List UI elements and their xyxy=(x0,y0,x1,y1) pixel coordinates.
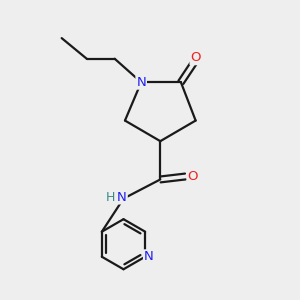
Text: N: N xyxy=(136,76,146,89)
Text: N: N xyxy=(144,250,154,263)
Text: O: O xyxy=(188,170,198,183)
Text: N: N xyxy=(117,190,127,204)
Text: O: O xyxy=(190,51,201,64)
Text: H: H xyxy=(106,190,115,204)
